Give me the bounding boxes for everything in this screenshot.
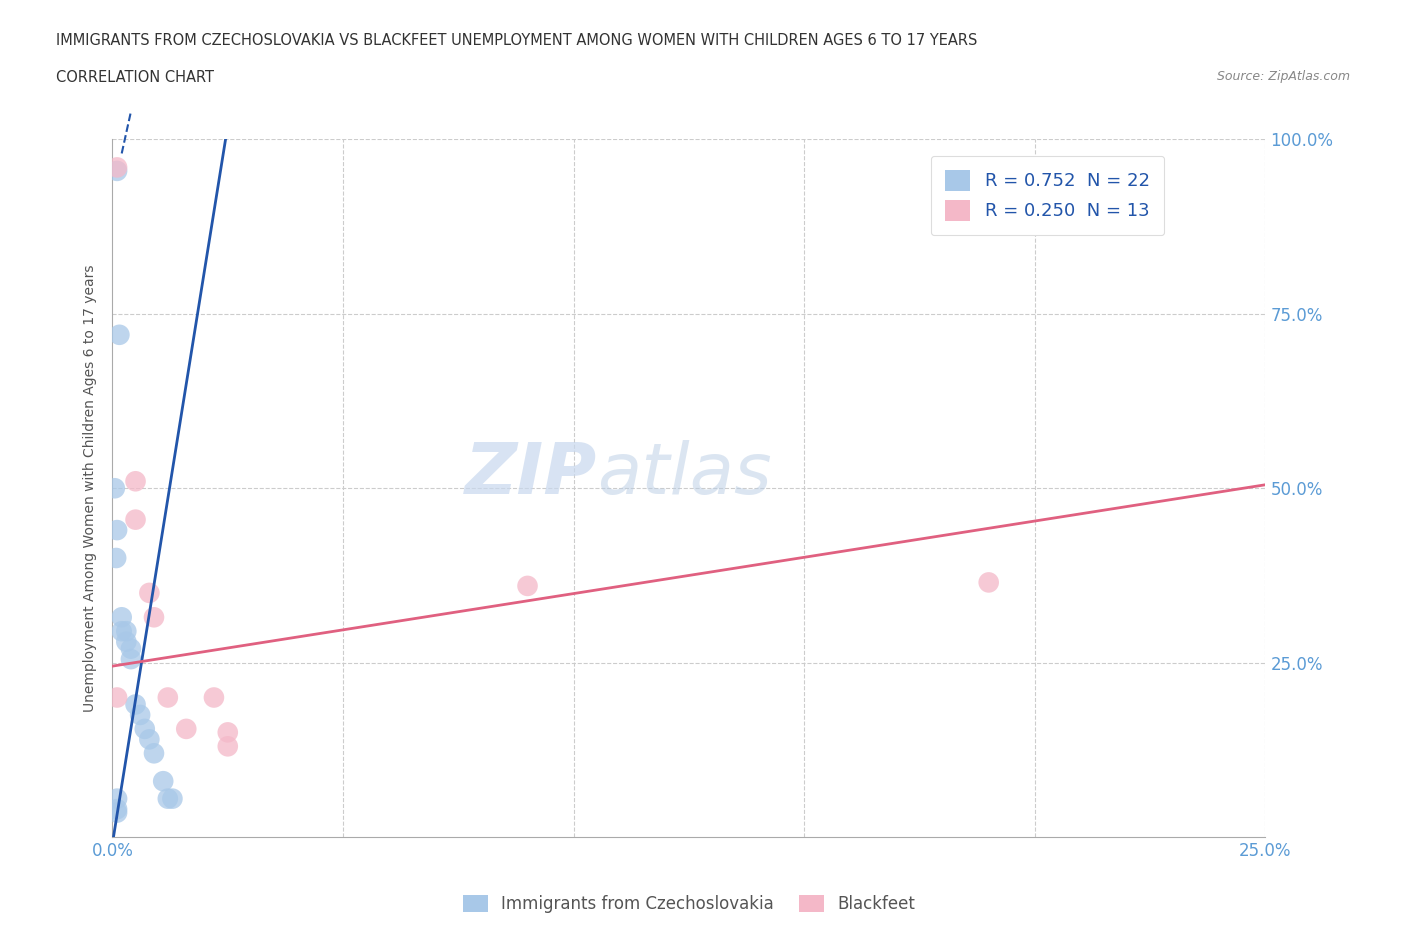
Point: [124, 474, 146, 489]
Point: [217, 725, 239, 740]
Point: [115, 634, 138, 649]
Point: [104, 481, 127, 496]
Text: CORRELATION CHART: CORRELATION CHART: [56, 70, 214, 85]
Text: IMMIGRANTS FROM CZECHOSLOVAKIA VS BLACKFEET UNEMPLOYMENT AMONG WOMEN WITH CHILDR: IMMIGRANTS FROM CZECHOSLOVAKIA VS BLACKF…: [56, 33, 977, 47]
Point: [105, 805, 128, 820]
Point: [217, 738, 239, 753]
Point: [105, 791, 128, 806]
Legend: Immigrants from Czechoslovakia, Blackfeet: Immigrants from Czechoslovakia, Blackfee…: [456, 888, 922, 920]
Point: [105, 551, 128, 565]
Point: [138, 732, 160, 747]
Point: [105, 523, 128, 538]
Point: [138, 586, 160, 601]
Point: [156, 791, 179, 806]
Point: [143, 610, 166, 625]
Point: [120, 642, 142, 657]
Text: ZIP: ZIP: [464, 440, 596, 509]
Point: [105, 164, 128, 179]
Point: [174, 722, 197, 737]
Point: [152, 774, 174, 789]
Point: [124, 512, 146, 527]
Point: [115, 624, 138, 639]
Point: [105, 802, 128, 817]
Point: [120, 652, 142, 667]
Text: atlas: atlas: [596, 440, 772, 509]
Point: [129, 708, 152, 723]
Point: [105, 160, 128, 175]
Point: [108, 327, 131, 342]
Point: [134, 722, 156, 737]
Text: Source: ZipAtlas.com: Source: ZipAtlas.com: [1216, 70, 1350, 83]
Point: [143, 746, 166, 761]
Point: [111, 624, 134, 639]
Point: [156, 690, 179, 705]
Point: [105, 690, 128, 705]
Point: [202, 690, 225, 705]
Y-axis label: Unemployment Among Women with Children Ages 6 to 17 years: Unemployment Among Women with Children A…: [83, 264, 97, 712]
Point: [111, 610, 134, 625]
Point: [124, 698, 146, 712]
Point: [977, 575, 1000, 590]
Point: [516, 578, 538, 593]
Point: [162, 791, 184, 806]
